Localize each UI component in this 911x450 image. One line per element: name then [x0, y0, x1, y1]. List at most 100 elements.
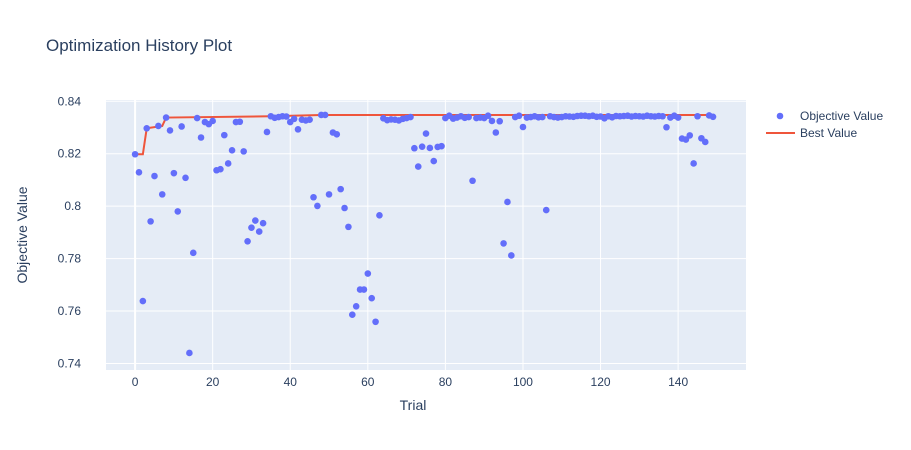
- y-axis-ticks: 0.74 0.76 0.78 0.8 0.82 0.84: [58, 94, 82, 370]
- objective-point: [248, 224, 255, 231]
- y-tick-label: 0.84: [58, 94, 82, 108]
- objective-point: [411, 144, 418, 152]
- y-tick-label: 0.82: [58, 147, 82, 161]
- objective-point: [418, 143, 426, 150]
- objective-point: [469, 177, 476, 185]
- legend-item-objective: Objective Value: [776, 109, 883, 123]
- objective-point: [352, 303, 360, 310]
- objective-point: [186, 349, 193, 357]
- objective-point: [178, 123, 185, 130]
- legend-label-best: Best Value: [800, 126, 857, 140]
- objective-point: [333, 131, 341, 138]
- x-tick-label: 80: [439, 375, 453, 389]
- x-axis-ticks: 0 20 40 60 80 100 120 140: [132, 375, 689, 389]
- objective-point: [224, 160, 232, 167]
- objective-point: [143, 125, 151, 132]
- objective-point: [283, 113, 290, 120]
- objective-point: [407, 113, 414, 121]
- objective-point: [155, 122, 162, 130]
- x-tick-label: 40: [284, 375, 298, 389]
- objective-point: [426, 144, 434, 152]
- objective-point: [263, 128, 271, 136]
- objective-point: [321, 111, 329, 119]
- objective-point: [252, 217, 259, 224]
- objective-point: [139, 297, 147, 305]
- objective-point: [414, 163, 422, 170]
- objective-point: [465, 113, 472, 121]
- objective-point: [337, 185, 344, 193]
- objective-point: [228, 147, 236, 154]
- objective-point: [349, 311, 356, 318]
- objective-point: [542, 206, 550, 214]
- best-value-line: [135, 113, 714, 156]
- objective-point: [135, 169, 143, 176]
- objective-point: [496, 117, 504, 125]
- x-axis-label: Trial: [400, 397, 427, 413]
- series-layer: [131, 111, 717, 357]
- objective-point: [368, 294, 376, 302]
- objective-point: [659, 112, 666, 120]
- objective-point: [131, 150, 139, 158]
- objective-point: [147, 218, 154, 225]
- objective-point: [174, 208, 182, 215]
- objective-point: [422, 130, 430, 137]
- objective-point: [690, 160, 697, 167]
- objective-point: [360, 286, 368, 293]
- grid: [106, 100, 746, 370]
- objective-point: [694, 112, 701, 120]
- objective-point: [189, 249, 197, 257]
- objective-point: [508, 252, 515, 259]
- objective-point: [314, 202, 321, 210]
- legend: Objective Value Best Value: [766, 109, 883, 140]
- x-tick-label: 60: [361, 375, 375, 389]
- objective-point: [217, 165, 224, 173]
- objective-point: [151, 172, 158, 180]
- objective-point: [364, 270, 372, 277]
- objective-point: [182, 174, 189, 182]
- x-tick-label: 0: [132, 375, 139, 389]
- objective-point: [236, 118, 244, 126]
- objective-point: [345, 223, 352, 231]
- objective-point: [701, 138, 709, 146]
- objective-point: [197, 134, 205, 141]
- objective-point: [240, 148, 247, 155]
- objective-point: [686, 132, 694, 139]
- objective-point: [709, 113, 717, 121]
- y-tick-label: 0.74: [58, 356, 82, 370]
- objective-point: [539, 113, 546, 121]
- objective-point: [290, 115, 298, 123]
- objective-point: [500, 240, 507, 247]
- objective-point: [244, 237, 251, 245]
- y-tick-label: 0.78: [58, 252, 82, 266]
- legend-marker-objective: [776, 112, 784, 120]
- objective-point: [209, 117, 216, 125]
- y-axis-label: Objective Value: [14, 186, 30, 283]
- objective-point: [306, 116, 313, 123]
- objective-point: [682, 136, 690, 143]
- objective-point: [372, 318, 379, 326]
- legend-label-objective: Objective Value: [800, 109, 883, 123]
- objective-point: [158, 191, 166, 198]
- objective-point: [674, 114, 682, 121]
- objective-point: [255, 228, 263, 235]
- objective-point: [515, 112, 523, 120]
- objective-point: [166, 127, 174, 134]
- x-tick-label: 120: [591, 375, 611, 389]
- y-tick-label: 0.8: [64, 199, 81, 213]
- objective-point: [162, 114, 170, 121]
- objective-point: [438, 142, 445, 150]
- objective-point: [504, 198, 511, 206]
- objective-point: [170, 169, 178, 177]
- objective-point: [519, 123, 527, 131]
- objective-point: [294, 126, 302, 133]
- objective-point: [376, 212, 383, 219]
- objective-point: [430, 157, 438, 165]
- objective-point: [341, 204, 348, 212]
- objective-point: [325, 191, 333, 198]
- objective-point: [492, 129, 500, 136]
- objective-point: [663, 123, 670, 131]
- legend-item-best: Best Value: [766, 126, 857, 140]
- objective-point: [484, 112, 492, 120]
- objective-point: [259, 219, 267, 227]
